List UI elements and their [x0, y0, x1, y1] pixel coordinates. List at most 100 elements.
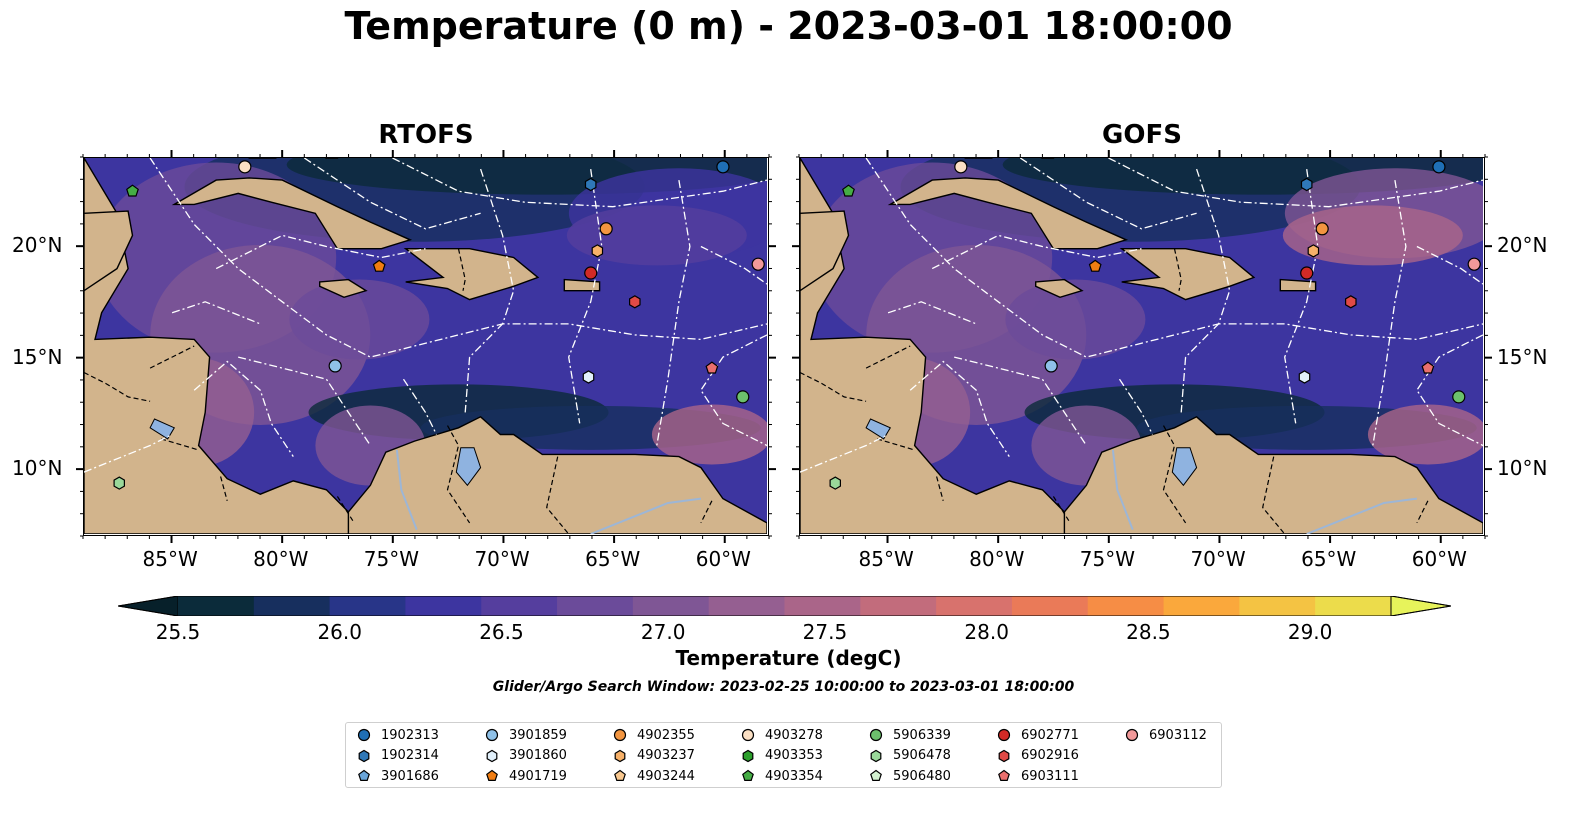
country-border — [546, 456, 570, 534]
float-marker-6902771 — [584, 266, 598, 280]
float-marker-4903354 — [126, 184, 139, 197]
legend-marker — [614, 769, 626, 781]
country-border — [876, 438, 915, 451]
country-border — [336, 496, 354, 522]
legend-label: 4902355 — [637, 727, 695, 743]
legend-entry: 6903111 — [997, 767, 1079, 785]
temperature-contour — [651, 404, 767, 465]
x-tick-label: 80°W — [969, 547, 1025, 571]
colorbar-segment — [481, 596, 558, 616]
eez-boundary — [1108, 158, 1483, 208]
legend-entry: 4903353 — [741, 747, 823, 765]
legend-entry: 6903112 — [1125, 726, 1207, 744]
legend-marker — [742, 749, 754, 762]
legend-label: 1902313 — [381, 727, 439, 743]
y-tick-label: 15°N — [1497, 344, 1548, 369]
float-marker-4903354 — [842, 184, 855, 197]
legend-label: 4903278 — [765, 727, 823, 743]
legend-marker — [870, 749, 882, 762]
colorbar-extend-high — [1390, 595, 1452, 617]
legend-marker — [1125, 728, 1139, 742]
legend-marker — [357, 728, 371, 742]
colorbar-segment — [405, 596, 482, 616]
panel-title-rtofs: RTOFS — [378, 120, 474, 150]
float-marker-6902916 — [1345, 295, 1357, 309]
float-marker-6903112 — [1467, 257, 1481, 271]
eez-boundary — [700, 334, 767, 447]
legend-marker — [870, 769, 882, 781]
country-border — [1173, 248, 1182, 291]
eez-boundary — [656, 179, 691, 446]
float-marker-6902916 — [629, 295, 641, 309]
float-marker-1902313 — [716, 160, 730, 174]
country-border — [936, 476, 944, 501]
x-tick-label: 60°W — [1411, 547, 1467, 571]
colorbar-label: Temperature (degC) — [675, 646, 902, 670]
legend-marker — [998, 769, 1010, 781]
lake — [149, 418, 176, 440]
colorbar-segment — [860, 596, 937, 616]
legend: 1902313 1902314 3901686 3901859 3901860 49017… — [345, 722, 1222, 788]
eez-boundary — [1372, 179, 1407, 446]
x-tick-label: 70°W — [474, 547, 530, 571]
legend-entry: 3901686 — [357, 767, 439, 785]
colorbar-segment — [784, 596, 861, 616]
float-marker-4903278 — [954, 160, 968, 174]
legend-entry: 4901719 — [485, 767, 567, 785]
land-mass — [171, 177, 413, 250]
legend-label: 4901719 — [509, 768, 567, 784]
float-marker-3901860 — [1298, 370, 1311, 384]
legend-entry: 6902916 — [997, 747, 1079, 765]
x-tick-label: 75°W — [1079, 547, 1136, 571]
legend-label: 1902314 — [381, 748, 439, 763]
colorbar-extend-low — [117, 595, 179, 617]
land-mass — [318, 278, 368, 299]
float-marker-5906478 — [113, 476, 125, 490]
x-tick-label: 80°W — [253, 547, 309, 571]
figure-title: Temperature (0 m) - 2023-03-01 18:00:00 — [344, 4, 1233, 48]
map-panel-gofs — [799, 157, 1485, 536]
float-marker-4902355 — [599, 222, 613, 236]
x-tick-label: 85°W — [142, 547, 198, 571]
eez-boundary — [171, 301, 261, 325]
legend-entry: 6902771 — [997, 726, 1079, 744]
country-border — [457, 248, 466, 291]
colorbar-segment — [329, 596, 407, 616]
legend-marker — [358, 749, 370, 762]
colorbar-segment — [557, 596, 634, 616]
legend-entry: 4902355 — [613, 726, 695, 744]
colorbar-segment — [1011, 596, 1089, 616]
float-marker-5906339 — [736, 390, 750, 404]
float-marker-4903237 — [591, 244, 604, 258]
country-border — [1162, 425, 1187, 524]
float-marker-4901719 — [372, 259, 386, 272]
x-tick-label: 60°W — [695, 547, 751, 571]
legend-label: 4903354 — [765, 768, 823, 784]
eez-boundary — [909, 360, 1010, 457]
eez-boundary — [1284, 169, 1319, 424]
y-tick-label: 20°N — [1497, 233, 1548, 258]
eez-boundary — [402, 378, 438, 435]
eez-boundary — [954, 356, 1087, 446]
river — [1306, 497, 1418, 534]
river — [590, 497, 702, 534]
eez-boundary — [887, 301, 977, 325]
legend-label: 3901860 — [509, 748, 567, 763]
temperature-contour — [1282, 205, 1463, 266]
float-marker-6903111 — [705, 361, 719, 374]
float-marker-6903111 — [1421, 361, 1435, 374]
x-tick-label: 65°W — [1301, 547, 1357, 571]
colorbar — [117, 595, 1452, 617]
country-border — [1262, 456, 1286, 534]
colorbar-tick-label: 27.0 — [640, 620, 686, 644]
colorbar-segment — [1087, 596, 1165, 616]
country-border — [220, 476, 228, 501]
colorbar-tick-label: 26.5 — [479, 620, 524, 644]
colorbar-tick-label: 25.5 — [155, 620, 201, 644]
legend-marker — [614, 749, 626, 762]
legend-label: 6902771 — [1021, 727, 1079, 743]
search-window-caption: Glider/Argo Search Window: 2023-02-25 10… — [492, 679, 1075, 695]
legend-marker — [613, 728, 627, 742]
float-marker-6902771 — [1300, 266, 1314, 280]
eez-boundary — [215, 234, 426, 270]
